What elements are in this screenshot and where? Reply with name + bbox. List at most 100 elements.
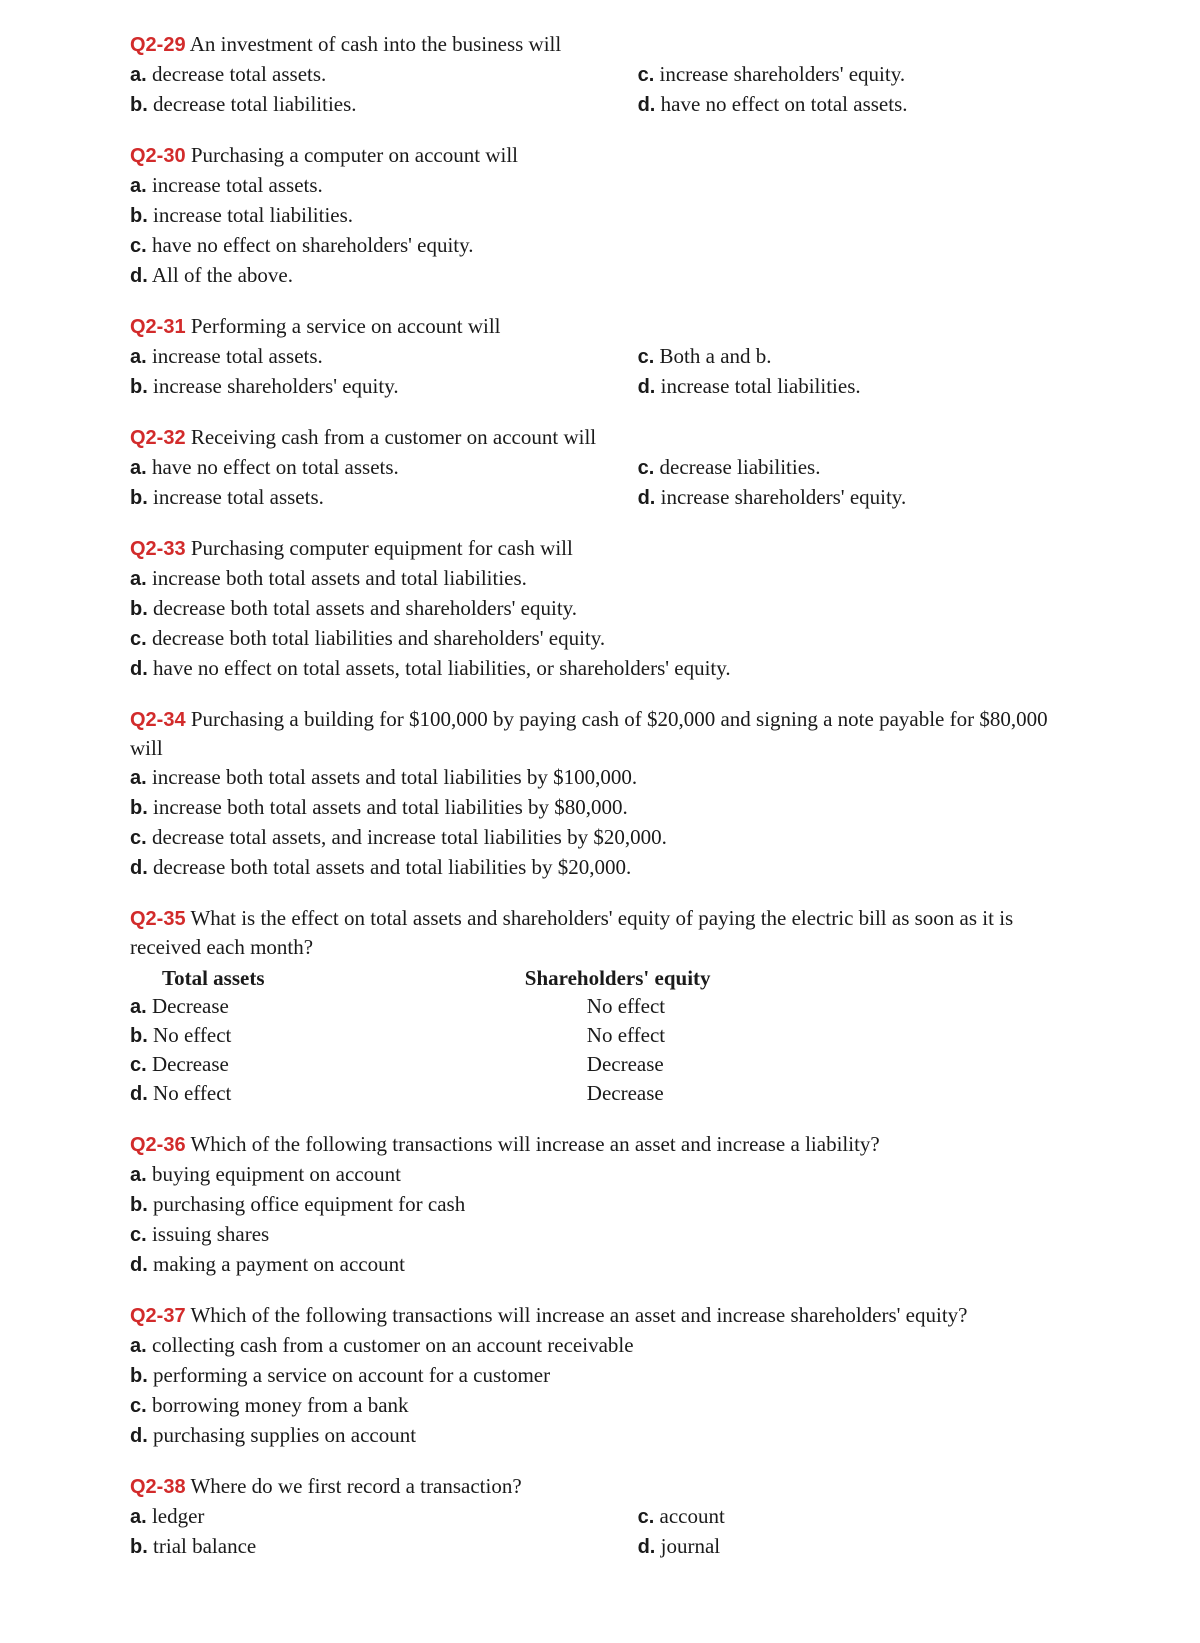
question-text: Purchasing a building for $100,000 by pa… — [130, 707, 1048, 760]
option-label: b. — [130, 797, 148, 819]
option-text: have no effect on total assets. — [661, 92, 908, 116]
table-row: a. Decrease No effect — [130, 992, 1070, 1021]
option-d: d. have no effect on total assets, total… — [130, 654, 1070, 683]
question-stem: Q2-31 Performing a service on account wi… — [130, 312, 1070, 341]
table-cell-left: c. Decrease — [130, 1050, 525, 1079]
option-d: d. journal — [638, 1532, 1070, 1561]
question-id: Q2-36 — [130, 1134, 186, 1156]
options-two-col: a. ledger b. trial balance c. account d.… — [130, 1501, 1070, 1561]
option-c: c. have no effect on shareholders' equit… — [130, 231, 1070, 260]
question-id: Q2-34 — [130, 709, 186, 731]
question-text: Receiving cash from a customer on accoun… — [191, 425, 596, 449]
question-id: Q2-30 — [130, 145, 186, 167]
option-label: c. — [130, 235, 147, 257]
option-d: d. increase shareholders' equity. — [638, 483, 1070, 512]
option-label: d. — [638, 94, 656, 116]
option-b: b. increase both total assets and total … — [130, 793, 1070, 822]
option-text: increase both total assets and total lia… — [152, 566, 527, 590]
option-label: a. — [130, 1506, 147, 1528]
option-label: c. — [130, 1395, 147, 1417]
question-q2-36: Q2-36 Which of the following transaction… — [130, 1130, 1070, 1279]
option-text: decrease total liabilities. — [153, 92, 357, 116]
question-stem: Q2-33 Purchasing computer equipment for … — [130, 534, 1070, 563]
option-label: a. — [130, 457, 147, 479]
option-text: increase both total assets and total lia… — [153, 795, 628, 819]
question-text: Where do we first record a transaction? — [190, 1474, 521, 1498]
question-text: Purchasing a computer on account will — [191, 143, 518, 167]
option-b: b. increase total assets. — [130, 483, 638, 512]
option-label: a. — [130, 1164, 147, 1186]
question-stem: Q2-32 Receiving cash from a customer on … — [130, 423, 1070, 452]
option-text: increase shareholders' equity. — [660, 62, 906, 86]
question-text: An investment of cash into the business … — [190, 32, 562, 56]
options-two-col: a. decrease total assets. b. decrease to… — [130, 59, 1070, 119]
option-text: increase total liabilities. — [661, 374, 861, 398]
option-c: c. decrease both total liabilities and s… — [130, 624, 1070, 653]
option-text: buying equipment on account — [152, 1162, 401, 1186]
option-text: increase total assets. — [152, 173, 323, 197]
option-b: b. decrease both total assets and shareh… — [130, 594, 1070, 623]
option-text: purchasing supplies on account — [153, 1423, 416, 1447]
option-label: d. — [130, 1254, 148, 1276]
question-q2-37: Q2-37 Which of the following transaction… — [130, 1301, 1070, 1450]
question-id: Q2-33 — [130, 538, 186, 560]
question-stem: Q2-30 Purchasing a computer on account w… — [130, 141, 1070, 170]
table-row: c. Decrease Decrease — [130, 1050, 1070, 1079]
option-label: d. — [130, 658, 148, 680]
option-text: decrease liabilities. — [660, 455, 821, 479]
option-text: have no effect on total assets. — [152, 455, 399, 479]
table-cell-right: Decrease — [525, 1079, 1070, 1108]
options-right: c. decrease liabilities. d. increase sha… — [638, 452, 1070, 512]
option-text: have no effect on shareholders' equity. — [152, 233, 474, 257]
option-d: d. making a payment on account — [130, 1250, 1070, 1279]
option-b: b. increase total liabilities. — [130, 201, 1070, 230]
options-right: c. Both a and b. d. increase total liabi… — [638, 341, 1070, 401]
option-label: d. — [638, 1536, 656, 1558]
table-cell-left: a. Decrease — [130, 992, 525, 1021]
option-b: b. trial balance — [130, 1532, 638, 1561]
option-text: Decrease — [152, 994, 229, 1018]
options-two-col: a. have no effect on total assets. b. in… — [130, 452, 1070, 512]
table-header: Total assets Shareholders' equity — [130, 964, 1070, 992]
option-label: a. — [130, 1335, 147, 1357]
option-label: a. — [130, 568, 147, 590]
question-stem: Q2-38 Where do we first record a transac… — [130, 1472, 1070, 1501]
question-q2-32: Q2-32 Receiving cash from a customer on … — [130, 423, 1070, 512]
option-text: decrease both total assets and total lia… — [153, 855, 631, 879]
option-text: Decrease — [152, 1052, 229, 1076]
options-left: a. decrease total assets. b. decrease to… — [130, 59, 638, 119]
question-q2-33: Q2-33 Purchasing computer equipment for … — [130, 534, 1070, 683]
question-text: Purchasing computer equipment for cash w… — [191, 536, 573, 560]
option-label: d. — [638, 487, 656, 509]
option-b: b. performing a service on account for a… — [130, 1361, 1070, 1390]
table-header-left: Total assets — [130, 964, 525, 992]
table-header-right: Shareholders' equity — [525, 964, 1070, 992]
table-cell-right: No effect — [525, 992, 1070, 1021]
option-text: increase shareholders' equity. — [661, 485, 907, 509]
option-label: d. — [638, 376, 656, 398]
question-stem: Q2-36 Which of the following transaction… — [130, 1130, 1070, 1159]
option-c: c. Both a and b. — [638, 342, 1070, 371]
option-a: a. have no effect on total assets. — [130, 453, 638, 482]
option-d: d. All of the above. — [130, 261, 1070, 290]
option-text: borrowing money from a bank — [152, 1393, 409, 1417]
option-a: a. ledger — [130, 1502, 638, 1531]
question-q2-30: Q2-30 Purchasing a computer on account w… — [130, 141, 1070, 290]
option-b: b. increase shareholders' equity. — [130, 372, 638, 401]
option-c: c. issuing shares — [130, 1220, 1070, 1249]
option-label: a. — [130, 64, 147, 86]
option-text: increase total assets. — [152, 344, 323, 368]
option-text: decrease both total liabilities and shar… — [152, 626, 605, 650]
option-text: decrease both total assets and sharehold… — [153, 596, 577, 620]
option-b: b. purchasing office equipment for cash — [130, 1190, 1070, 1219]
options-left: a. have no effect on total assets. b. in… — [130, 452, 638, 512]
option-label: c. — [130, 628, 147, 650]
option-label: a. — [130, 346, 147, 368]
option-label: b. — [130, 205, 148, 227]
options-right: c. account d. journal — [638, 1501, 1070, 1561]
question-id: Q2-35 — [130, 908, 186, 930]
question-stem: Q2-35 What is the effect on total assets… — [130, 904, 1070, 961]
option-c: c. decrease liabilities. — [638, 453, 1070, 482]
option-text: Both a and b. — [660, 344, 772, 368]
option-text: increase total liabilities. — [153, 203, 353, 227]
